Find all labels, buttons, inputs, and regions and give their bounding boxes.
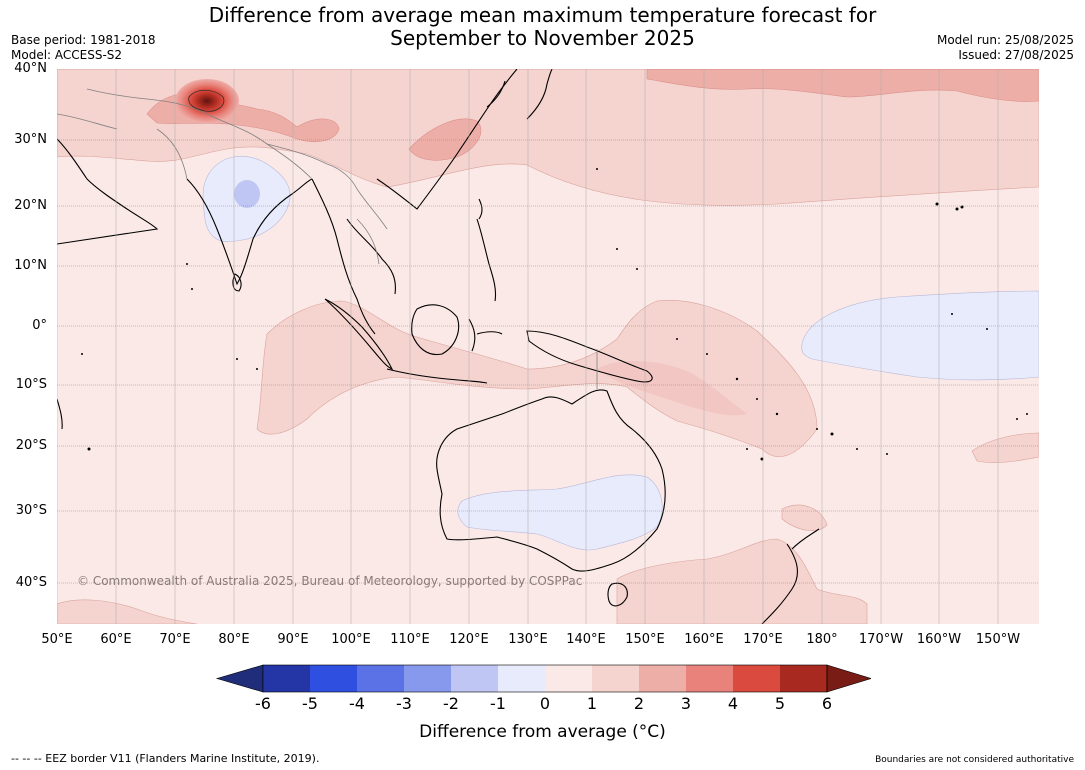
anomaly-zone-pacific-cool [801, 290, 1039, 381]
lat-label: 40°N [14, 61, 47, 76]
map-title-line1: Difference from average mean maximum tem… [208, 3, 877, 27]
eez-footnote: -- -- -- EEZ border V11 (Flanders Marine… [11, 752, 320, 765]
map-title-line2: September to November 2025 [390, 26, 695, 50]
colorbar-tick-label: 3 [680, 694, 692, 713]
colorbar-cell [545, 665, 592, 692]
colorbar-cell [498, 665, 545, 692]
anomaly-zone-china [408, 118, 482, 161]
anomaly-zone-australia-cool [457, 474, 663, 551]
colorbar-cell [404, 665, 451, 692]
anomaly-zone-sw-pacific [971, 432, 1039, 463]
lon-label: 160°W [916, 632, 962, 647]
country-borders [57, 88, 598, 389]
colorbar-tick-label: 1 [586, 694, 598, 713]
colorbar-tick-label: 6 [821, 694, 833, 713]
copyright-notice: © Commonwealth of Australia 2025, Bureau… [77, 574, 582, 588]
lat-label: 30°N [14, 132, 47, 147]
lon-label: 90°E [277, 632, 309, 647]
lon-label: 170°E [743, 632, 783, 647]
colorbar-tick-label: 2 [633, 694, 645, 713]
lat-label: 20°S [15, 438, 47, 453]
boundaries-footnote: Boundaries are not considered authoritat… [875, 755, 1074, 765]
colorbar-label: Difference from average (°C) [419, 722, 666, 742]
map-title: Difference from average mean maximum tem… [0, 4, 1085, 50]
colorbar-cell [310, 665, 357, 692]
colorbar-cell [733, 665, 780, 692]
issued-date: Issued: 27/08/2025 [958, 48, 1074, 62]
lat-label: 0° [32, 318, 47, 333]
lat-label: 40°S [15, 575, 47, 590]
lon-label: 70°E [159, 632, 191, 647]
colorbar-tick-label: -4 [349, 694, 365, 713]
anomaly-zone-tasman [781, 504, 828, 531]
lon-label: 180° [806, 632, 838, 647]
colorbar-cell [592, 665, 639, 692]
model-name: Model: ACCESS-S2 [11, 48, 123, 62]
model-run: Model run: 25/08/2025 [936, 33, 1074, 47]
lon-label: 110°E [390, 632, 430, 647]
colorbar-frame [262, 664, 828, 693]
anomaly-zone-southern-ocean [616, 538, 868, 624]
colorbar [215, 664, 871, 693]
anomaly-map: © Commonwealth of Australia 2025, Bureau… [57, 69, 1039, 624]
anomaly-zone-north-strong [646, 69, 1039, 102]
colorbar-under-arrow [215, 664, 264, 693]
anomaly-zone-india-cool-core [234, 180, 260, 208]
anomaly-hotspot-contour [188, 89, 225, 112]
lon-label: 50°E [41, 632, 73, 647]
colorbar-cell [263, 665, 310, 692]
lon-label: 60°E [100, 632, 132, 647]
colorbar-over-arrow [826, 664, 871, 693]
lon-label: 150°E [625, 632, 665, 647]
colorbar-tick-label: -5 [302, 694, 318, 713]
lon-label: 120°E [449, 632, 489, 647]
graticule [57, 69, 1039, 624]
meta-left: Base period: 1981-2018 Model: ACCESS-S2 [11, 33, 156, 63]
colorbar-cell [780, 665, 827, 692]
colorbar-cell [451, 665, 498, 692]
lon-label: 170°W [858, 632, 904, 647]
anomaly-zone-maritime-strong [597, 360, 747, 416]
coastlines [57, 69, 820, 624]
anomaly-zone-south-west [57, 599, 198, 624]
lat-label: 10°S [15, 377, 47, 392]
base-period: Base period: 1981-2018 [11, 33, 156, 47]
lon-label: 100°E [331, 632, 371, 647]
colorbar-tick-label: -2 [443, 694, 459, 713]
lon-label: 80°E [218, 632, 250, 647]
colorbar-cell [639, 665, 686, 692]
lon-label: 150°W [975, 632, 1021, 647]
lat-label: 20°N [14, 198, 47, 213]
lon-label: 160°E [684, 632, 724, 647]
colorbar-tick-label: 0 [539, 694, 551, 713]
meta-right: Model run: 25/08/2025 Issued: 27/08/2025 [937, 33, 1074, 63]
anomaly-hotspot-himalaya [175, 79, 239, 123]
colorbar-tick-label: -3 [396, 694, 412, 713]
lon-label: 130°E [508, 632, 548, 647]
colorbar-cell [686, 665, 733, 692]
colorbar-tick-label: 4 [727, 694, 739, 713]
colorbar-tick-label: -6 [255, 694, 271, 713]
lon-label: 140°E [566, 632, 606, 647]
lat-label: 30°S [15, 503, 47, 518]
colorbar-tick-label: -1 [490, 694, 506, 713]
lat-label: 10°N [14, 258, 47, 273]
colorbar-cell [357, 665, 404, 692]
colorbar-tick-label: 5 [774, 694, 786, 713]
